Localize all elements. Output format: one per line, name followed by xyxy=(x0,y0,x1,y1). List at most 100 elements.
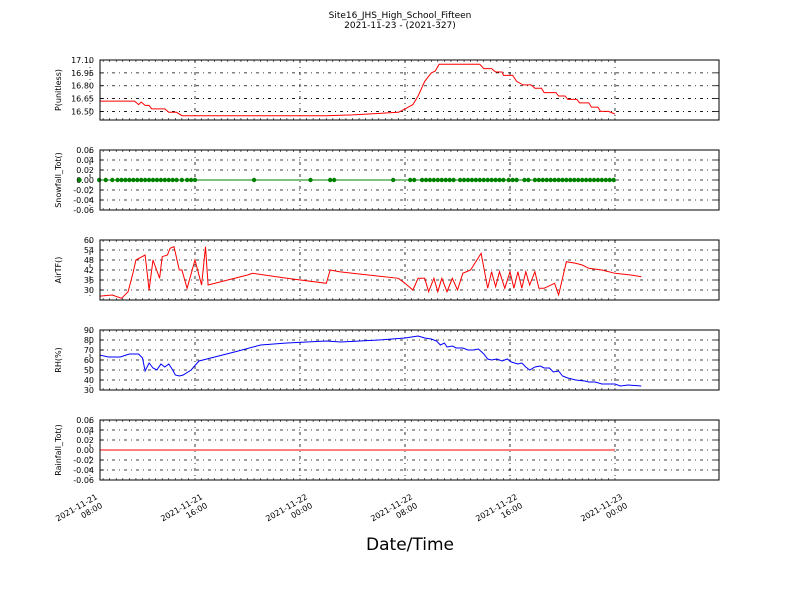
data-point xyxy=(162,177,168,183)
data-point xyxy=(579,177,585,183)
data-point xyxy=(115,177,120,183)
y-tick-label: 0.00 xyxy=(76,176,94,185)
data-point xyxy=(548,177,553,183)
data-point xyxy=(603,177,609,183)
data-point xyxy=(506,177,511,183)
data-point xyxy=(435,177,441,183)
data-point xyxy=(568,177,573,183)
x-tick-label: 2021-11-2200:00 xyxy=(264,492,314,532)
data-point xyxy=(439,177,444,183)
data-point xyxy=(331,177,337,183)
y-tick-label: 0.06 xyxy=(76,146,94,155)
y-tick-label: -0.02 xyxy=(73,456,94,465)
y-tick-label: 90 xyxy=(84,326,94,335)
data-point xyxy=(174,177,179,183)
x-tick-label: 2021-11-2108:00 xyxy=(54,492,104,532)
y-tick-label: 30 xyxy=(84,286,94,295)
data-point xyxy=(131,177,136,183)
y-axis-label: AirTF() xyxy=(54,257,63,284)
y-tick-label: 60 xyxy=(84,236,94,245)
data-point xyxy=(408,177,413,183)
data-point xyxy=(607,177,612,183)
y-tick-label: -0.04 xyxy=(73,466,94,475)
y-tick-label: 60 xyxy=(84,356,94,365)
panels-group: 16.50 16.65 16.80 16.95 17.10 P(unitless) -0.0… xyxy=(54,56,720,532)
y-tick-label: -0.02 xyxy=(73,186,94,195)
y-tick-label: 0.04 xyxy=(76,426,94,435)
panel-2: -0.06-0.04-0.020.000.020.040.06 Snowfall_… xyxy=(54,146,720,215)
data-point xyxy=(119,177,124,183)
data-point xyxy=(308,177,313,183)
y-tick-label: -0.06 xyxy=(73,476,94,485)
data-point xyxy=(127,177,132,183)
y-tick-label: 0.02 xyxy=(76,436,94,445)
data-point xyxy=(599,177,605,183)
series-line-rh xyxy=(100,335,642,387)
series-line-p xyxy=(100,63,616,117)
panel-1: 16.50 16.65 16.80 16.95 17.10 P(unitless) xyxy=(54,56,720,121)
data-point xyxy=(532,177,538,183)
y-tick-label: 36 xyxy=(84,276,94,285)
data-point xyxy=(327,177,333,183)
data-point xyxy=(611,177,616,183)
x-tick-label: 2021-11-2300:00 xyxy=(579,492,629,532)
y-axis-label: Rainfall_Tot() xyxy=(54,424,63,476)
data-point xyxy=(184,177,190,183)
data-point xyxy=(419,177,425,183)
data-point xyxy=(423,177,429,183)
data-point xyxy=(461,177,467,183)
data-point xyxy=(110,177,115,183)
y-tick-label: 30 xyxy=(84,386,94,395)
panel-frame xyxy=(99,59,720,121)
y-tick-label: 17.10 xyxy=(71,56,94,65)
data-point xyxy=(473,177,479,183)
y-tick-label: -0.04 xyxy=(73,196,94,205)
data-point xyxy=(142,177,148,183)
data-point xyxy=(481,177,486,183)
y-tick-label: 80 xyxy=(84,336,94,345)
y-tick-label: 54 xyxy=(84,246,94,255)
data-point xyxy=(591,177,597,183)
data-point xyxy=(465,177,471,183)
panel-frame xyxy=(99,149,720,211)
panel-frame xyxy=(99,239,720,301)
data-point xyxy=(469,177,475,183)
data-point xyxy=(96,177,102,183)
y-tick-label: 50 xyxy=(84,366,94,375)
y-axis-label: Snowfall_Tot() xyxy=(54,152,63,208)
y-tick-label: 16.65 xyxy=(71,95,94,104)
data-point xyxy=(123,177,128,183)
data-point xyxy=(572,177,577,183)
data-point xyxy=(564,177,569,183)
data-point xyxy=(540,177,546,183)
data-point xyxy=(556,177,561,183)
data-point xyxy=(390,177,396,183)
x-tick-label: 2021-11-2216:00 xyxy=(474,492,524,532)
data-point xyxy=(179,177,185,183)
y-tick-label: 40 xyxy=(84,376,94,385)
data-point xyxy=(526,177,531,183)
y-tick-label: 16.95 xyxy=(71,69,94,78)
y-tick-label: 16.80 xyxy=(71,82,94,91)
data-point xyxy=(427,177,433,183)
y-tick-label: 42 xyxy=(84,266,94,275)
data-point xyxy=(431,177,437,183)
data-point xyxy=(443,177,448,183)
data-point xyxy=(489,177,494,183)
data-point xyxy=(77,177,82,183)
x-tick-labels: 2021-11-2108:00 2021-11-2116:00 2021-11-22… xyxy=(54,492,629,532)
data-point xyxy=(583,177,589,183)
data-point xyxy=(251,177,257,183)
data-point xyxy=(457,177,463,183)
data-point xyxy=(536,177,542,183)
data-point xyxy=(135,177,140,183)
series-line-airtf xyxy=(100,246,642,299)
data-point xyxy=(166,177,171,183)
y-tick-label: 0.00 xyxy=(76,446,94,455)
data-point xyxy=(595,177,601,183)
data-point xyxy=(146,177,152,183)
x-axis-label: Date/Time xyxy=(366,535,454,555)
data-point xyxy=(514,177,519,183)
